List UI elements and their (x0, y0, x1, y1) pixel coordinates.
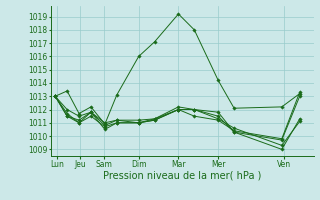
X-axis label: Pression niveau de la mer( hPa ): Pression niveau de la mer( hPa ) (103, 171, 261, 181)
